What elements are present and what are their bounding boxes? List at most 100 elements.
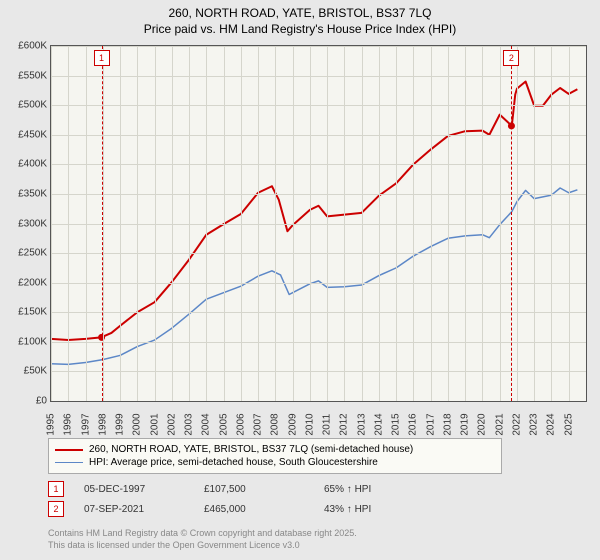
xtick-label: 2004: [201, 413, 212, 435]
xtick-label: 2006: [235, 413, 246, 435]
ytick-label: £50K: [24, 366, 47, 377]
legend-swatch: [55, 462, 83, 463]
xtick-label: 2024: [546, 413, 557, 435]
xtick-label: 2019: [460, 413, 471, 435]
footnote-price: £465,000: [204, 504, 304, 515]
marker-badge: 2: [503, 50, 519, 66]
xtick-label: 2015: [391, 413, 402, 435]
licence-text: Contains HM Land Registry data © Crown c…: [48, 528, 357, 551]
xtick-label: 2002: [166, 413, 177, 435]
xtick-label: 2021: [494, 413, 505, 435]
gridline-h: [51, 105, 586, 106]
gridline-h: [51, 371, 586, 372]
gridline-v: [517, 46, 518, 401]
legend-swatch: [55, 449, 83, 451]
xtick-label: 2017: [425, 413, 436, 435]
footnote-price: £107,500: [204, 484, 304, 495]
marker-dashed-line: [511, 46, 512, 401]
gridline-h: [51, 194, 586, 195]
footnote-badge: 1: [48, 481, 64, 497]
xtick-label: 2011: [322, 414, 333, 436]
footnote-badge: 2: [48, 501, 64, 517]
gridline-v: [224, 46, 225, 401]
footnote-date: 07-SEP-2021: [84, 504, 184, 515]
xtick-label: 2014: [373, 413, 384, 435]
ytick-label: £0: [36, 396, 47, 407]
gridline-h: [51, 46, 586, 47]
xtick-label: 2003: [184, 413, 195, 435]
footnote-row: 1 05-DEC-1997 £107,500 65% ↑ HPI: [48, 481, 424, 497]
gridline-v: [448, 46, 449, 401]
xtick-label: 2018: [442, 413, 453, 435]
gridline-h: [51, 283, 586, 284]
legend-label: HPI: Average price, semi-detached house,…: [89, 457, 378, 468]
title-block: 260, NORTH ROAD, YATE, BRISTOL, BS37 7LQ…: [0, 0, 600, 37]
xtick-label: 1996: [63, 413, 74, 435]
gridline-h: [51, 312, 586, 313]
xtick-label: 2009: [287, 413, 298, 435]
legend: 260, NORTH ROAD, YATE, BRISTOL, BS37 7LQ…: [48, 438, 502, 474]
gridline-v: [465, 46, 466, 401]
gridline-h: [51, 224, 586, 225]
footnotes: 1 05-DEC-1997 £107,500 65% ↑ HPI 2 07-SE…: [48, 481, 424, 521]
xtick-label: 1995: [46, 413, 57, 435]
ytick-label: £350K: [18, 188, 47, 199]
ytick-label: £200K: [18, 277, 47, 288]
gridline-h: [51, 135, 586, 136]
xtick-label: 2010: [304, 413, 315, 435]
xtick-label: 2012: [339, 413, 350, 435]
xtick-label: 2020: [477, 413, 488, 435]
ytick-label: £550K: [18, 70, 47, 81]
xtick-label: 2025: [563, 413, 574, 435]
title-line1: 260, NORTH ROAD, YATE, BRISTOL, BS37 7LQ: [0, 6, 600, 22]
gridline-v: [344, 46, 345, 401]
gridline-v: [310, 46, 311, 401]
footnote-delta: 65% ↑ HPI: [324, 484, 424, 495]
xtick-label: 2001: [149, 413, 160, 435]
ytick-label: £400K: [18, 159, 47, 170]
gridline-v: [206, 46, 207, 401]
gridline-v: [155, 46, 156, 401]
marker-badge: 1: [94, 50, 110, 66]
xtick-label: 1999: [115, 413, 126, 435]
licence-line1: Contains HM Land Registry data © Crown c…: [48, 528, 357, 540]
gridline-h: [51, 76, 586, 77]
marker-dashed-line: [102, 46, 103, 401]
xtick-label: 1998: [97, 413, 108, 435]
footnote-delta: 43% ↑ HPI: [324, 504, 424, 515]
gridline-v: [482, 46, 483, 401]
gridline-v: [103, 46, 104, 401]
gridline-v: [500, 46, 501, 401]
gridline-v: [431, 46, 432, 401]
gridline-v: [534, 46, 535, 401]
ytick-label: £150K: [18, 307, 47, 318]
series-hpi: [51, 188, 577, 364]
legend-row: 260, NORTH ROAD, YATE, BRISTOL, BS37 7LQ…: [55, 443, 495, 456]
series-price_paid: [51, 82, 577, 341]
xtick-label: 2005: [218, 413, 229, 435]
xtick-label: 1997: [80, 413, 91, 435]
gridline-v: [172, 46, 173, 401]
title-line2: Price paid vs. HM Land Registry's House …: [0, 22, 600, 38]
footnote-row: 2 07-SEP-2021 £465,000 43% ↑ HPI: [48, 501, 424, 517]
legend-row: HPI: Average price, semi-detached house,…: [55, 456, 495, 469]
gridline-h: [51, 342, 586, 343]
gridline-v: [86, 46, 87, 401]
gridline-v: [258, 46, 259, 401]
ytick-label: £250K: [18, 248, 47, 259]
chart-plot-area: £0£50K£100K£150K£200K£250K£300K£350K£400…: [50, 45, 587, 402]
xtick-label: 2008: [270, 413, 281, 435]
gridline-v: [68, 46, 69, 401]
ytick-label: £450K: [18, 129, 47, 140]
ytick-label: £600K: [18, 41, 47, 52]
gridline-h: [51, 164, 586, 165]
ytick-label: £300K: [18, 218, 47, 229]
footnote-date: 05-DEC-1997: [84, 484, 184, 495]
xtick-label: 2023: [529, 413, 540, 435]
gridline-v: [275, 46, 276, 401]
xtick-label: 2022: [511, 413, 522, 435]
gridline-v: [51, 46, 52, 401]
gridline-v: [189, 46, 190, 401]
gridline-v: [120, 46, 121, 401]
ytick-label: £100K: [18, 336, 47, 347]
